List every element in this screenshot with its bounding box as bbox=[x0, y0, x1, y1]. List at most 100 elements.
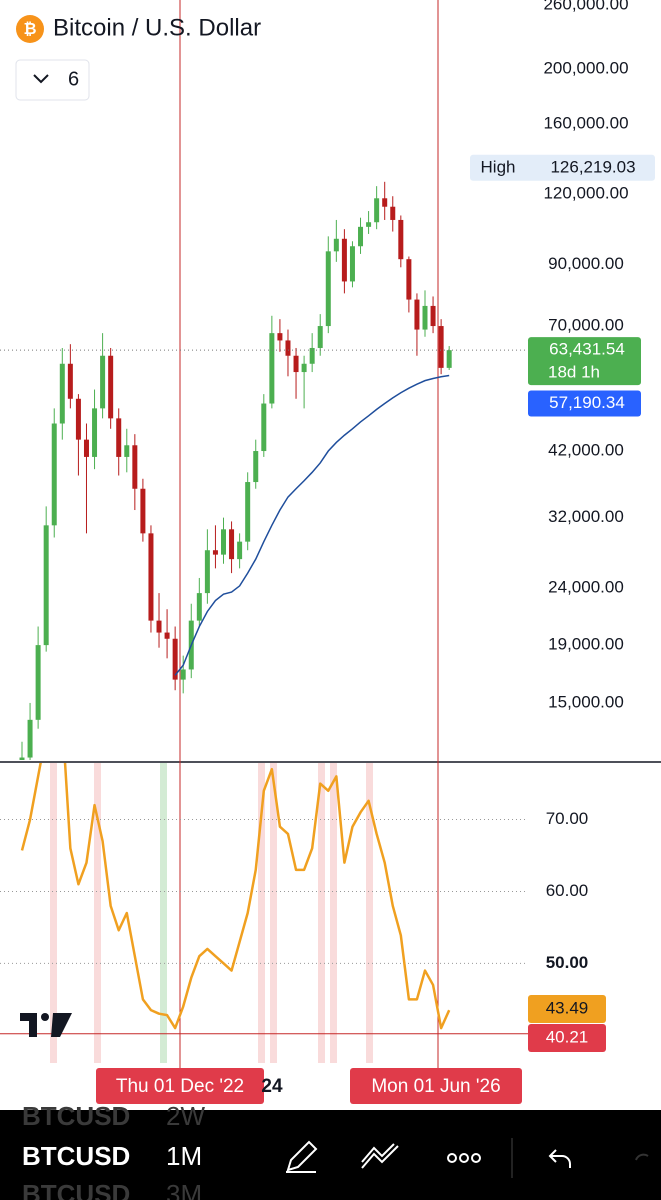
candle-body bbox=[156, 620, 162, 633]
band bbox=[330, 763, 337, 1063]
lines-icon[interactable] bbox=[361, 1143, 399, 1169]
y-tick-label: 120,000.00 bbox=[543, 184, 628, 203]
plot: 260,000.00 200,000.00 160,000.00 120,000.00… bbox=[0, 0, 655, 1052]
candle-body bbox=[358, 226, 364, 247]
candle-body bbox=[35, 645, 41, 720]
candle-body bbox=[116, 418, 122, 457]
candle-body bbox=[59, 363, 65, 424]
signal-bands bbox=[50, 763, 373, 1063]
y-tick-label: 70,000.00 bbox=[548, 316, 624, 335]
candle-body bbox=[366, 222, 372, 227]
candle-body bbox=[430, 305, 436, 327]
y-tick-label: 260,000.00 bbox=[543, 0, 628, 13]
candle-body bbox=[285, 340, 291, 356]
y-tick-label: 90,000.00 bbox=[548, 254, 624, 273]
candle-body bbox=[446, 350, 452, 368]
candle-body bbox=[204, 550, 210, 594]
logo-part bbox=[29, 1013, 37, 1037]
logo-part bbox=[20, 1013, 37, 1021]
date-label-box bbox=[96, 1068, 264, 1104]
interval[interactable]: 1M bbox=[166, 1141, 202, 1171]
candle-body bbox=[180, 669, 186, 680]
candle-body bbox=[317, 326, 323, 348]
band bbox=[50, 763, 57, 1063]
candle-body bbox=[325, 251, 331, 327]
candle-body bbox=[261, 403, 267, 452]
crosshair-date: Mon 01 Jun '26 bbox=[371, 1076, 500, 1097]
y-tick-label: 200,000.00 bbox=[543, 59, 628, 78]
date-label-box bbox=[350, 1068, 522, 1104]
candle-body bbox=[237, 541, 243, 560]
interval-faded: 3M bbox=[166, 1179, 202, 1200]
band bbox=[94, 763, 101, 1063]
candle-body bbox=[341, 238, 347, 282]
band bbox=[270, 763, 277, 1063]
candle-body bbox=[196, 593, 202, 621]
oscillator-label-box bbox=[528, 995, 606, 1023]
candle-body bbox=[438, 326, 444, 368]
indicator-toggle[interactable] bbox=[15, 59, 90, 101]
candle-body bbox=[229, 529, 235, 560]
candle-body bbox=[382, 198, 388, 207]
y-tick-label: 50.00 bbox=[546, 953, 589, 972]
candle-body bbox=[269, 333, 275, 404]
band bbox=[366, 763, 373, 1063]
ma-label: 57,190.34 bbox=[549, 393, 625, 412]
candle-body bbox=[108, 355, 114, 419]
toolbar: BTCUSD 2W BTCUSD 1M BTCUSD 3M bbox=[0, 1101, 661, 1200]
y-tick-label: 60.00 bbox=[546, 881, 589, 900]
high-label: High bbox=[481, 157, 516, 176]
candle-body bbox=[212, 550, 218, 555]
interval-faded: 2W bbox=[166, 1101, 205, 1131]
coin-icon bbox=[16, 15, 44, 43]
y-tick-label: 15,000.00 bbox=[548, 692, 624, 711]
more-icon[interactable] bbox=[447, 1153, 481, 1163]
symbol[interactable]: BTCUSD bbox=[22, 1141, 130, 1171]
band bbox=[258, 763, 265, 1063]
candle-body bbox=[221, 529, 226, 555]
oscillator-line bbox=[20, 763, 451, 1030]
oscillator-label: 43.49 bbox=[546, 998, 589, 1017]
candle-body bbox=[100, 355, 106, 409]
symbol-faded: BTCUSD bbox=[22, 1101, 130, 1131]
undo-icon[interactable] bbox=[548, 1149, 571, 1168]
high-label-box bbox=[470, 154, 655, 181]
symbol-faded: BTCUSD bbox=[22, 1179, 130, 1200]
y-tick-label: 19,000.00 bbox=[548, 635, 624, 654]
price-pane bbox=[19, 181, 452, 760]
y-tick-label: 160,000.00 bbox=[543, 113, 628, 132]
candle-body bbox=[245, 482, 251, 542]
title: Bitcoin / U.S. Dollar bbox=[53, 14, 261, 41]
candle-body bbox=[333, 238, 339, 252]
candle-body bbox=[124, 445, 130, 457]
candle-body bbox=[301, 363, 307, 373]
y-tick-label: 70.00 bbox=[546, 809, 589, 828]
candle-body bbox=[83, 439, 89, 457]
last-price-label: 63,431.54 bbox=[549, 340, 625, 359]
candle-body bbox=[92, 408, 98, 457]
moving-average bbox=[174, 374, 450, 676]
candle-body bbox=[27, 719, 33, 758]
ma-label-box bbox=[528, 390, 641, 417]
candle-body bbox=[414, 299, 420, 330]
candle-body bbox=[406, 259, 412, 300]
candle-body bbox=[43, 525, 49, 646]
candle-body bbox=[253, 451, 259, 483]
candle-body bbox=[309, 347, 315, 364]
high-value: 126,219.03 bbox=[550, 157, 635, 176]
candle-body bbox=[19, 757, 25, 760]
candle-body bbox=[422, 305, 428, 330]
x-axis-label: 24 bbox=[261, 1076, 283, 1097]
candle-body bbox=[75, 398, 81, 440]
candle-body bbox=[349, 246, 355, 282]
last-price-box bbox=[528, 337, 641, 386]
redo-icon[interactable] bbox=[635, 1153, 649, 1161]
coin-symbol: ₿ bbox=[23, 20, 36, 38]
logo-part bbox=[41, 1013, 49, 1021]
draw-icon[interactable] bbox=[286, 1140, 318, 1173]
oscillator-pane bbox=[20, 763, 451, 1030]
header: ₿ Bitcoin / U.S. Dollar 6 bbox=[15, 14, 261, 101]
candle-body bbox=[277, 333, 283, 341]
candle-body bbox=[390, 206, 396, 220]
